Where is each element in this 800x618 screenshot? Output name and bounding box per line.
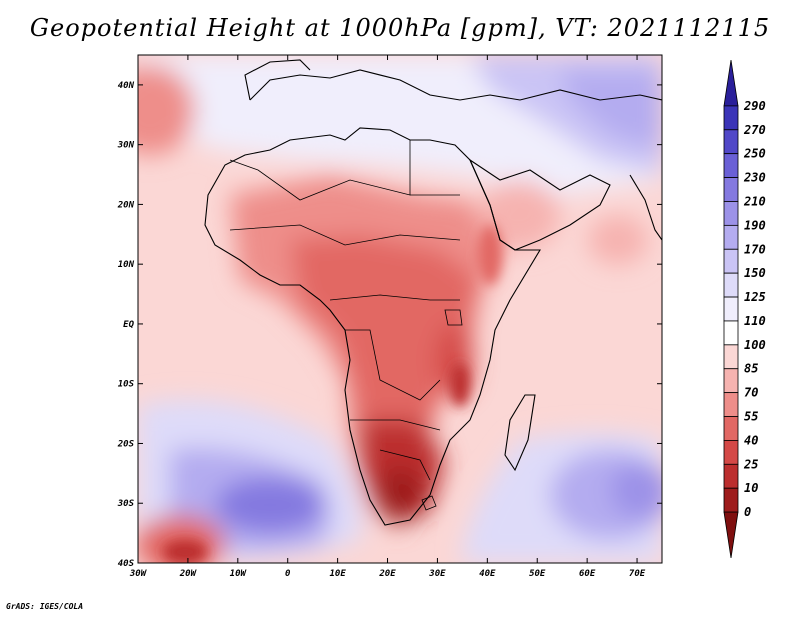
lon-tick-label: 10W [230, 569, 248, 579]
colorbar-swatch [723, 177, 739, 202]
colorbar: 2902702502302101901701501251101008570554… [723, 59, 766, 559]
lat-tick-label: 10N [118, 260, 135, 270]
lat-tick-label: EQ [123, 320, 134, 330]
software-credit: GrADS: IGES/COLA [6, 602, 84, 611]
arabia-coastline [468, 158, 611, 251]
colorbar-swatch [723, 296, 739, 322]
lon-tick-label: 60E [579, 569, 596, 579]
border-lesotho [421, 495, 437, 511]
field-south-africa-min [375, 467, 425, 523]
border-central [329, 294, 460, 301]
colorbar-swatch [723, 416, 739, 441]
colorbar-level-label: 210 [743, 194, 766, 208]
colorbar-swatch [723, 129, 739, 155]
lon-tick-label: 70E [629, 569, 646, 579]
colorbar-level-label: 0 [744, 505, 751, 519]
lat-tick-label: 10S [118, 380, 135, 390]
coastlines [204, 59, 662, 526]
border-sahel [229, 224, 461, 246]
colorbar-swatch [723, 511, 739, 559]
colorbar-swatch [723, 224, 739, 250]
iberia-coastline [244, 59, 311, 101]
border-congo [345, 329, 441, 401]
latitude-axis: 40N 30N 20N 10N EQ 10S 20S 30S 40S [117, 81, 662, 569]
country-borders [229, 140, 463, 511]
colorbar-level-label: 290 [743, 99, 766, 113]
field-south-atlantic-core [215, 477, 325, 533]
field-mozambique-low [450, 363, 470, 407]
lon-tick-label: 0 [285, 569, 291, 579]
lat-tick-label: 30S [117, 499, 135, 509]
colorbar-level-label: 270 [743, 123, 766, 137]
colorbar-swatch [723, 440, 739, 465]
colorbar-level-label: 110 [744, 314, 766, 328]
colorbar-swatch [723, 201, 739, 226]
colorbar-level-label: 190 [744, 218, 766, 232]
lon-tick-label: 10E [329, 569, 346, 579]
field-arabia-low [480, 180, 560, 250]
lat-tick-label: 30N [117, 141, 135, 151]
chart-title: Geopotential Height at 1000hPa [gpm], VT… [29, 14, 771, 42]
field-iran-core [560, 70, 662, 150]
lat-tick-label: 40N [118, 81, 135, 91]
lon-tick-label: 30E [428, 569, 446, 579]
colorbar-level-label: 40 [744, 433, 758, 447]
colorbar-swatch [723, 368, 739, 394]
field-sw-atlantic-core [163, 540, 207, 563]
colorbar-swatch [723, 59, 739, 107]
colorbar-level-label: 230 [743, 171, 766, 185]
lon-tick-label: 40E [479, 569, 496, 579]
colorbar-level-label: 170 [744, 242, 766, 256]
colorbar-swatch [723, 463, 739, 489]
height-field [138, 55, 662, 563]
field-atlantic-low-nw [138, 65, 195, 155]
border-southern [350, 419, 441, 481]
madagascar-coastline [504, 394, 536, 472]
colorbar-swatch [723, 344, 739, 370]
colorbar-level-label: 25 [743, 457, 758, 471]
plot-frame [137, 54, 663, 564]
lon-tick-label: 50E [529, 569, 546, 579]
lon-tick-label: 30W [129, 569, 148, 579]
colorbar-level-label: 10 [744, 481, 758, 495]
field-indian-ocean-low [588, 215, 648, 265]
lon-tick-label: 20W [179, 569, 198, 579]
lat-tick-label: 40S [118, 559, 135, 569]
colorbar-level-label: 70 [744, 386, 758, 400]
colorbar-level-label: 150 [744, 266, 766, 280]
border-sahara [229, 140, 411, 201]
colorbar-swatch [723, 105, 739, 131]
field-south-indian-core [610, 462, 662, 518]
colorbar-level-label: 125 [744, 290, 766, 304]
lat-tick-label: 20S [117, 439, 135, 449]
africa-coastline [204, 127, 541, 526]
colorbar-level-label: 250 [743, 147, 766, 161]
border-lake-victoria [444, 309, 463, 326]
field-central-africa-core [290, 235, 480, 500]
india-coastline [629, 174, 662, 241]
colorbar-swatch [723, 248, 739, 274]
colorbar-swatch [723, 320, 739, 346]
colorbar-level-label: 100 [744, 338, 766, 352]
lon-tick-label: 20E [378, 569, 396, 579]
colorbar-swatch [723, 153, 739, 178]
lat-tick-label: 20N [117, 200, 135, 210]
field-ethiopia-low [478, 225, 502, 285]
europe-coastline [249, 69, 662, 101]
colorbar-level-label: 85 [744, 362, 758, 376]
colorbar-swatch [723, 272, 739, 298]
colorbar-level-label: 55 [744, 410, 758, 424]
colorbar-swatch [723, 487, 739, 513]
longitude-axis: 30W 20W 10W 0 10E 20E 30E 40E 50E 60E 70E [129, 55, 646, 579]
colorbar-swatch [723, 392, 739, 417]
